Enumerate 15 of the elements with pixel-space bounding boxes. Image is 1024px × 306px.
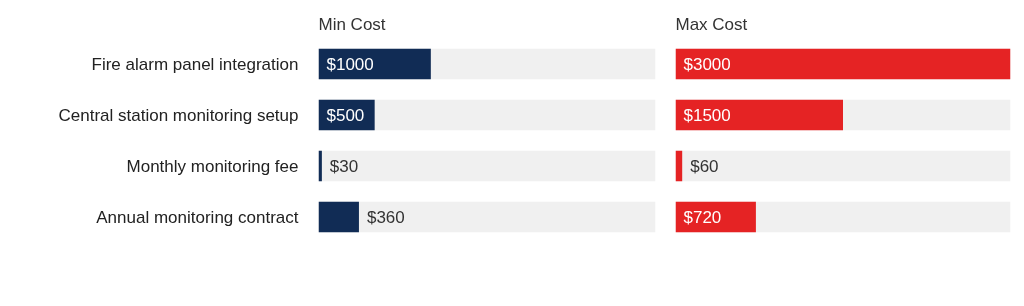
data-label: $500 [326,105,365,125]
bar [318,201,359,233]
data-label: $720 [683,207,722,227]
data-label: $3000 [683,54,731,74]
y-tick-label: Central station monitoring setup [58,105,299,125]
data-label: $360 [366,207,405,227]
data-label: $60 [690,156,719,176]
data-label: $1000 [326,54,374,74]
data-label: $30 [329,156,359,176]
chart-title: Max Cost [675,14,748,34]
y-tick-label: Annual monitoring contract [96,207,299,227]
y-tick-label: Monthly monitoring fee [126,156,299,176]
data-label: $1500 [683,105,731,125]
chart-title: Min Cost [318,14,386,34]
y-tick-label: Fire alarm panel integration [91,54,299,74]
